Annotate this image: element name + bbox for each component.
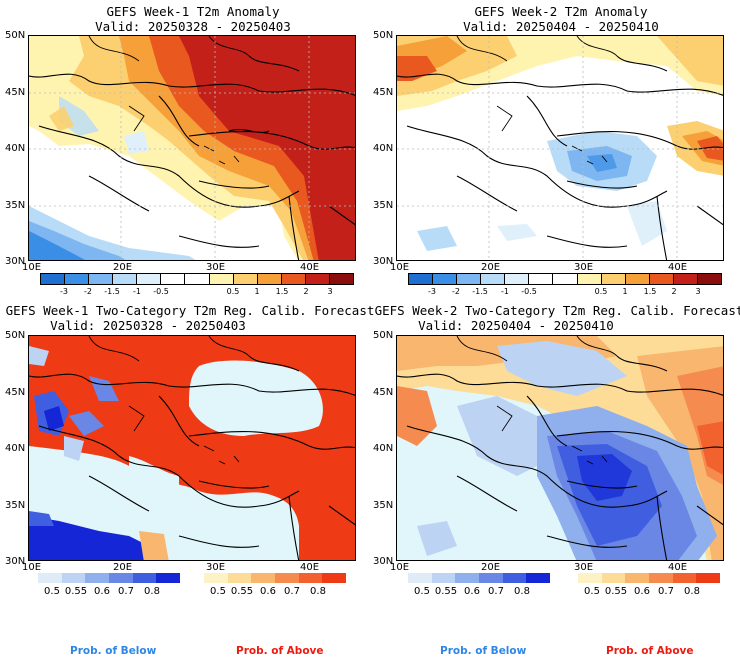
prob-above-caption-week1: Prob. of Above [236,645,324,657]
colorbar-cell [649,274,674,284]
colorbar-cell [601,274,626,284]
anomaly-map-week2 [396,35,724,261]
colorbar-cell [227,573,252,583]
colorbar-cell [305,274,330,284]
colorbar-cell [41,274,66,284]
panel3-valid: Valid: 20250328 - 20250403 [50,318,246,333]
colorbar-cell [553,274,578,284]
colorbar-cell [257,274,282,284]
colorbar-cell [625,573,650,583]
anomaly-map-week1-graphic [29,36,355,260]
anomaly-map-week1 [28,35,356,261]
colorbar-cell [529,274,554,284]
colorbar-cell [697,274,722,284]
colorbar-cell [38,573,62,583]
anomaly-colorbar-week1 [40,273,354,285]
prob-below-colorbar-week1 [38,573,181,583]
colorbar-cell [601,573,626,583]
prob-below-caption-week1: Prob. of Below [70,645,157,657]
panel2-title: GEFS Week-2 T2m Anomaly [474,4,648,19]
colorbar-cell [275,573,299,583]
probability-map-week1 [28,335,356,561]
colorbar-cell [109,573,133,583]
colorbar-cell [281,274,306,284]
probability-map-week2-graphic [397,336,723,560]
colorbar-cell [137,274,162,284]
panel1-title: GEFS Week-1 T2m Anomaly [106,4,280,19]
colorbar-cell [251,573,276,583]
anomaly-colorbar-week2 [408,273,722,285]
colorbar-cell [502,573,527,583]
colorbar-cell [457,274,482,284]
colorbar-cell [455,573,480,583]
panel4-valid: Valid: 20250404 - 20250410 [418,318,614,333]
colorbar-cell [85,573,110,583]
probability-map-week2 [396,335,724,561]
colorbar-cell [185,274,210,284]
colorbar-cell [505,274,530,284]
colorbar-cell [577,274,602,284]
panel2-valid: Valid: 20250404 - 20250410 [463,19,659,34]
prob-above-colorbar-week2 [578,573,721,583]
colorbar-cell [329,274,354,284]
colorbar-cell [696,573,721,583]
colorbar-cell [204,573,228,583]
colorbar-cell [161,274,186,284]
panel1-valid: Valid: 20250328 - 20250403 [95,19,291,34]
colorbar-cell [65,274,90,284]
colorbar-cell [409,274,434,284]
colorbar-cell [322,573,347,583]
colorbar-cell [433,274,458,284]
panel4-title: GEFS Week-2 Two-Category T2m Reg. Calib.… [374,303,740,318]
colorbar-cell [408,573,432,583]
colorbar-cell [233,274,258,284]
prob-above-caption-week2: Prob. of Above [606,645,694,657]
colorbar-cell [431,573,456,583]
colorbar-cell [673,274,698,284]
colorbar-cell [526,573,551,583]
colorbar-cell [113,274,138,284]
panel3-title: GEFS Week-1 Two-Category T2m Reg. Calib.… [5,303,375,318]
colorbar-cell [209,274,234,284]
prob-above-colorbar-week1 [204,573,347,583]
colorbar-cell [156,573,181,583]
colorbar-cell [132,573,157,583]
colorbar-cell [61,573,86,583]
colorbar-cell [672,573,697,583]
colorbar-cell [578,573,602,583]
probability-map-week1-graphic [29,336,355,560]
colorbar-cell [89,274,114,284]
colorbar-cell [481,274,506,284]
colorbar-cell [625,274,650,284]
colorbar-cell [479,573,503,583]
prob-below-colorbar-week2 [408,573,551,583]
prob-below-caption-week2: Prob. of Below [440,645,527,657]
colorbar-cell [298,573,323,583]
anomaly-map-week2-graphic [397,36,723,260]
colorbar-cell [649,573,673,583]
